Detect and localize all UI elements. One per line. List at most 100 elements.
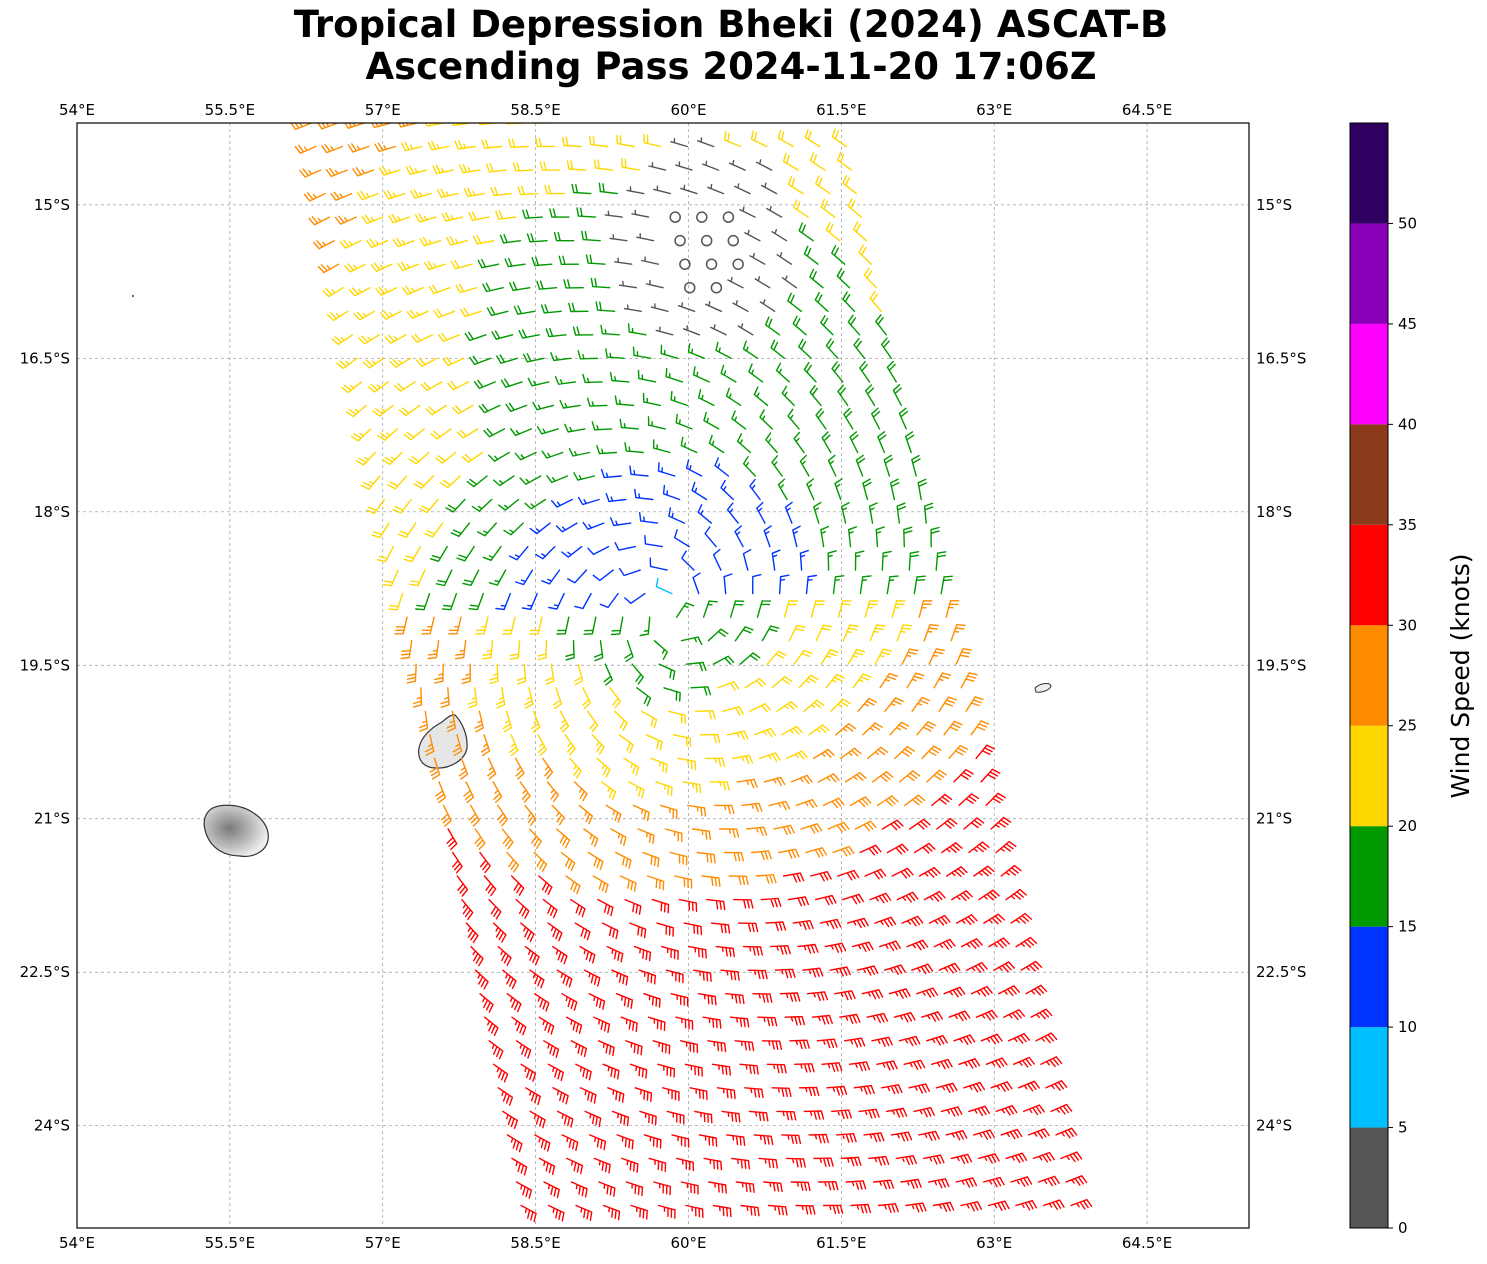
barb-path-265 <box>670 390 688 407</box>
wind-barb-590 <box>492 781 503 804</box>
barb-path-710 <box>896 891 919 903</box>
barb-path-494 <box>685 661 707 672</box>
barb-path-691 <box>946 866 968 878</box>
wind-barb-878 <box>963 1081 986 1093</box>
wind-barb-581 <box>812 748 835 760</box>
wind-barb-665 <box>832 845 855 857</box>
barb-path-449 <box>583 616 597 635</box>
barb-path-475 <box>734 626 754 642</box>
wind-barb-427 <box>574 592 592 610</box>
barb-path-150 <box>375 286 398 296</box>
barb-path-452 <box>675 602 695 618</box>
wind-barb-495 <box>739 652 761 665</box>
wind-barb-729 <box>874 916 897 928</box>
barb-path-596 <box>628 781 645 799</box>
wind-barb-572 <box>569 757 582 779</box>
y-tick-right-1: 16.5°S <box>1256 349 1306 367</box>
barb-path-498 <box>793 649 813 665</box>
wind-barb-306 <box>680 436 698 454</box>
wind-barb-248 <box>803 361 817 383</box>
wind-barb-143 <box>776 252 793 265</box>
wind-barb-850 <box>766 1063 787 1074</box>
wind-barb-41 <box>831 128 847 148</box>
wind-barb-822 <box>570 1040 587 1058</box>
wind-barb-168 <box>326 310 349 322</box>
wind-barb-371 <box>756 501 766 524</box>
calm-circle-120 <box>700 234 713 247</box>
wind-barb-529 <box>531 710 541 733</box>
wind-barb-531 <box>586 710 599 733</box>
wind-barb-107 <box>366 238 389 248</box>
barb-path-173 <box>433 308 456 319</box>
barb-path-926 <box>538 1157 556 1175</box>
barb-path-672 <box>995 840 1017 854</box>
barb-path-293 <box>871 407 881 430</box>
wind-barb-708 <box>869 892 892 904</box>
barb-path-709 <box>869 892 892 904</box>
barb-path-719 <box>574 922 591 941</box>
barb-path-371 <box>726 502 739 524</box>
wind-barb-131 <box>450 259 473 270</box>
wind-barb-31 <box>562 136 582 148</box>
wind-barb-890 <box>721 1110 741 1123</box>
barb-path-61 <box>782 152 799 171</box>
barb-path-370 <box>697 504 712 524</box>
wind-barb-506 <box>468 687 478 709</box>
wind-barb-839 <box>1035 1032 1058 1044</box>
wind-barb-22 <box>321 143 344 154</box>
wind-barb-726 <box>792 920 814 931</box>
barb-path-28 <box>454 140 476 150</box>
barb-path-365 <box>555 522 578 533</box>
barb-path-263 <box>614 395 635 407</box>
barb-path-791 <box>834 990 856 1001</box>
barb-path-500 <box>847 648 866 665</box>
wind-barb-468 <box>565 640 575 661</box>
wind-barb-632 <box>501 828 514 850</box>
barb-path-653 <box>479 851 491 874</box>
wind-barb-85 <box>334 215 357 225</box>
wind-barb-488 <box>545 663 555 685</box>
wind-barb-234 <box>420 381 443 392</box>
barb-path-372 <box>756 501 766 524</box>
wind-barb-1 <box>317 123 339 130</box>
wind-barb-462 <box>400 640 413 660</box>
barb-path-825 <box>625 1040 643 1056</box>
barb-path-738 <box>524 945 540 966</box>
barb-path-612 <box>497 804 509 827</box>
barb-path-675 <box>510 875 525 896</box>
barb-path-107 <box>339 239 362 249</box>
barb-path-262 <box>586 397 608 407</box>
barb-path-762 <box>611 969 629 986</box>
barb-path-403 <box>462 569 480 586</box>
barb-path-177 <box>540 304 562 314</box>
wind-barb-857 <box>958 1058 981 1069</box>
barb-path-481 <box>896 624 913 642</box>
barb-path-935 <box>785 1157 806 1168</box>
wind-barb-556 <box>699 733 721 744</box>
wind-barb-893 <box>803 1110 825 1120</box>
barb-path-605 <box>872 771 894 783</box>
y-tick-left-4: 21°S <box>34 810 70 828</box>
wind-barb-328 <box>714 457 730 477</box>
barb-path-581 <box>785 750 808 760</box>
barb-path-126 <box>853 221 867 242</box>
wind-barb-83 <box>842 174 857 195</box>
wind-barb-183 <box>732 300 749 312</box>
barb-path-4 <box>371 123 392 129</box>
barb-path-580 <box>758 752 781 762</box>
wind-barb-53 <box>593 159 614 171</box>
barb-path-397 <box>875 526 885 548</box>
wind-barb-204 <box>737 323 754 336</box>
barb-path-755 <box>988 937 1010 949</box>
barb-path-513 <box>636 687 652 707</box>
barb-path-114 <box>526 233 548 243</box>
wind-barb-622 <box>795 799 818 809</box>
wind-barb-111 <box>472 235 495 245</box>
wind-barb-170 <box>380 310 402 320</box>
wind-barb-959 <box>900 1178 922 1189</box>
barb-path-52 <box>539 161 561 171</box>
x-ticks-bottom: 54°E 55.5°E 57°E 58.5°E 60°E 61.5°E 63°E 64.5°E <box>59 1234 1172 1252</box>
wind-barb-596 <box>655 781 673 797</box>
wind-barb-504 <box>412 687 423 708</box>
wind-barb-602 <box>817 773 840 783</box>
